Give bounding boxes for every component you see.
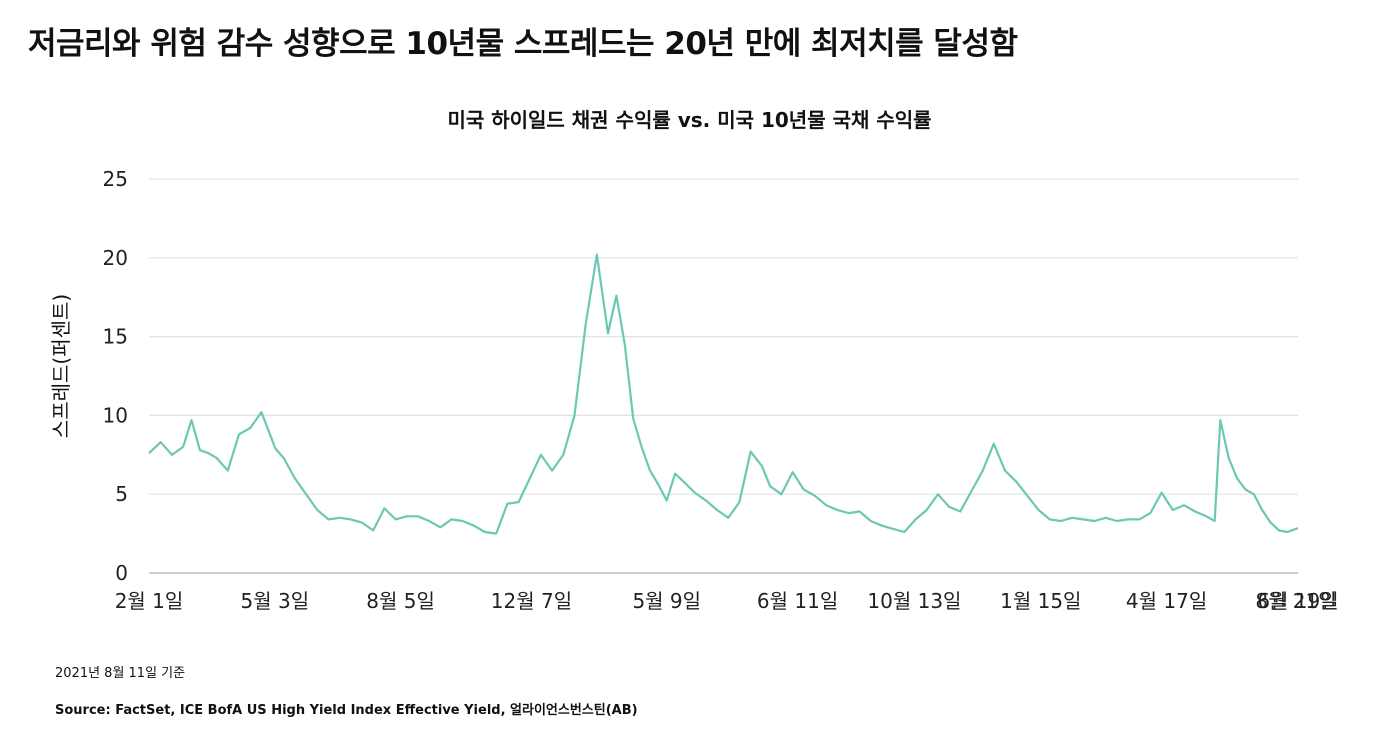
y-tick-label: 10 <box>103 403 128 427</box>
x-tick-label: 5월 3일 <box>240 589 309 613</box>
footnote-source: Source: FactSet, ICE BofA US High Yield … <box>55 703 638 718</box>
x-tick-label: 8월 5일 <box>366 589 435 613</box>
y-tick-label: 5 <box>115 482 128 506</box>
chart-title: 미국 하이일드 채권 수익률 vs. 미국 10년물 국채 수익률 <box>447 108 932 132</box>
x-tick-label: 4월 17일 <box>1126 589 1207 613</box>
x-tick-label: 12월 7일 <box>491 589 572 613</box>
x-tick-label: 5월 9일 <box>632 589 701 613</box>
y-axis-label: 스프레드(퍼센트) <box>49 294 73 438</box>
series-line-0 <box>148 253 1299 535</box>
y-tick-labels: 0 5 10 15 20 25 <box>103 167 128 585</box>
headline: 저금리와 위험 감수 성향으로 10년물 스프레드는 20년 만에 최저치를 달… <box>28 26 1018 62</box>
x-tick-label: 2월 1일 <box>115 589 184 613</box>
x-tick-label: 6월 11일 <box>757 589 838 613</box>
x-tick-label: 10월 13일 <box>867 589 961 613</box>
line-chart: 0 5 10 15 20 25 2월 1일 5월 3일 8월 5일 12월 7일 5월 9일 6월 … <box>49 167 1339 613</box>
x-tick-labels: 2월 1일 5월 3일 8월 5일 12월 7일 5월 9일 6월 11일 10월 13일 1… <box>115 589 1339 613</box>
grid-lines <box>149 178 1298 574</box>
x-tick-label: 8월 21일 <box>1255 589 1336 613</box>
series-lines <box>148 253 1299 535</box>
y-tick-label: 20 <box>103 246 128 270</box>
y-tick-label: 0 <box>115 561 128 585</box>
x-tick-label: 6월 19일 <box>1257 589 1338 613</box>
y-tick-label: 25 <box>103 167 128 191</box>
y-tick-label: 15 <box>103 325 128 349</box>
x-tick-label: 1월 15일 <box>1000 589 1081 613</box>
footnote-date: 2021년 8월 11일 기준 <box>55 666 186 681</box>
